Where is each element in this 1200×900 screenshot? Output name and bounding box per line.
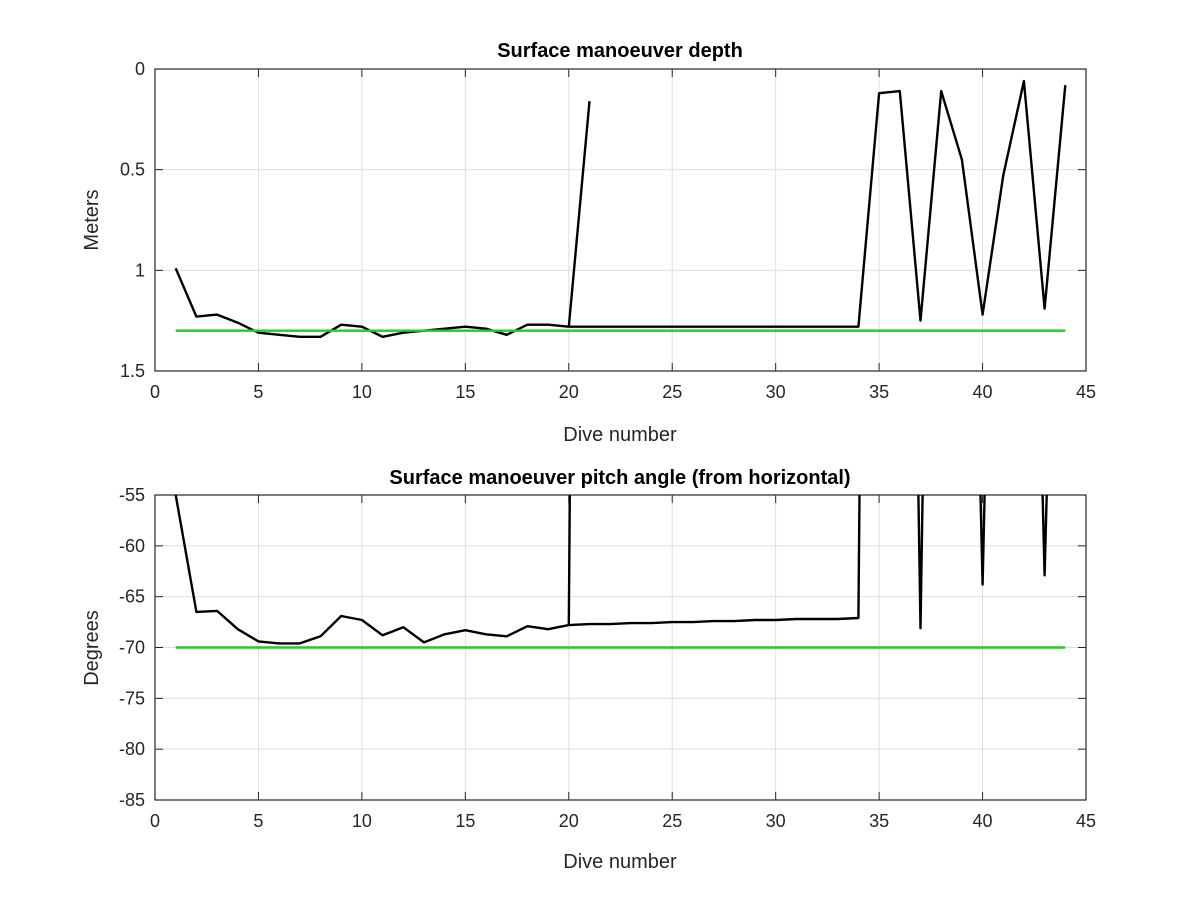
pitch-y-tick-label: -60 — [119, 536, 145, 556]
depth-x-axis-label: Dive number — [563, 424, 677, 446]
depth-y-tick-label: 1.5 — [120, 361, 145, 381]
depth-x-tick-label: 40 — [973, 382, 993, 402]
depth-ticks: 0 5 10 15 20 25 30 35 40 45 0 0.5 1 1.5 — [120, 59, 1096, 402]
pitch-x-tick-label: 35 — [869, 811, 889, 831]
depth-series — [174, 79, 1067, 338]
depth-grid — [155, 69, 1086, 371]
pitch-x-tick-label: 25 — [662, 811, 682, 831]
depth-x-tick-label: 45 — [1076, 382, 1096, 402]
pitch-x-tick-label: 30 — [766, 811, 786, 831]
pitch-y-tick-label: -70 — [119, 638, 145, 658]
depth-y-tick-label: 0.5 — [120, 160, 145, 180]
depth-chart-title: Surface manoeuver depth — [497, 40, 743, 62]
depth-y-axis-label: Meters — [81, 189, 103, 250]
pitch-x-tick-label: 5 — [253, 811, 263, 831]
depth-x-tick-label: 0 — [150, 382, 160, 402]
pitch-chart: 0 5 10 15 20 25 30 35 40 45-55-60-65-70-75-80-85 … — [81, 467, 1096, 873]
pitch-y-tick-label: -85 — [119, 790, 145, 810]
depth-chart: 0 5 10 15 20 25 30 35 40 45 0 0.5 1 1.5 Surface manoe… — [81, 40, 1096, 446]
pitch-x-tick-label: 0 — [150, 811, 160, 831]
pitch-y-axis-label: Degrees — [81, 610, 103, 686]
pitch-y-tick-label: -75 — [119, 688, 145, 708]
depth-y-tick-label: 1 — [135, 260, 145, 280]
pitch-measured-line — [174, 495, 1048, 645]
depth-x-tick-label: 10 — [352, 382, 372, 402]
pitch-chart-title: Surface manoeuver pitch angle (from hori… — [389, 467, 850, 489]
depth-plot-area — [154, 68, 1087, 372]
pitch-x-tick-label: 10 — [352, 811, 372, 831]
pitch-x-tick-label: 20 — [559, 811, 579, 831]
depth-measured-line — [174, 79, 1067, 338]
pitch-x-tick-label: 40 — [973, 811, 993, 831]
pitch-series — [174, 495, 1066, 649]
pitch-x-tick-label: 15 — [455, 811, 475, 831]
pitch-x-axis-label: Dive number — [563, 851, 677, 873]
depth-x-tick-label: 35 — [869, 382, 889, 402]
pitch-ticks: 0 5 10 15 20 25 30 35 40 45 -55 -60 -65 -70 -75 -80 -85 — [119, 485, 1096, 831]
pitch-y-tick-label: -80 — [119, 739, 145, 759]
depth-x-tick-label: 25 — [662, 382, 682, 402]
depth-x-tick-label: 20 — [559, 382, 579, 402]
depth-x-tick-label: 30 — [766, 382, 786, 402]
depth-y-tick-label: 0 — [135, 59, 145, 79]
depth-x-tick-label: 15 — [455, 382, 475, 402]
pitch-y-tick-label: -55 — [119, 485, 145, 505]
pitch-x-tick-label: 45 — [1076, 811, 1096, 831]
depth-x-tick-label: 5 — [253, 382, 263, 402]
pitch-y-tick-label: -65 — [119, 587, 145, 607]
